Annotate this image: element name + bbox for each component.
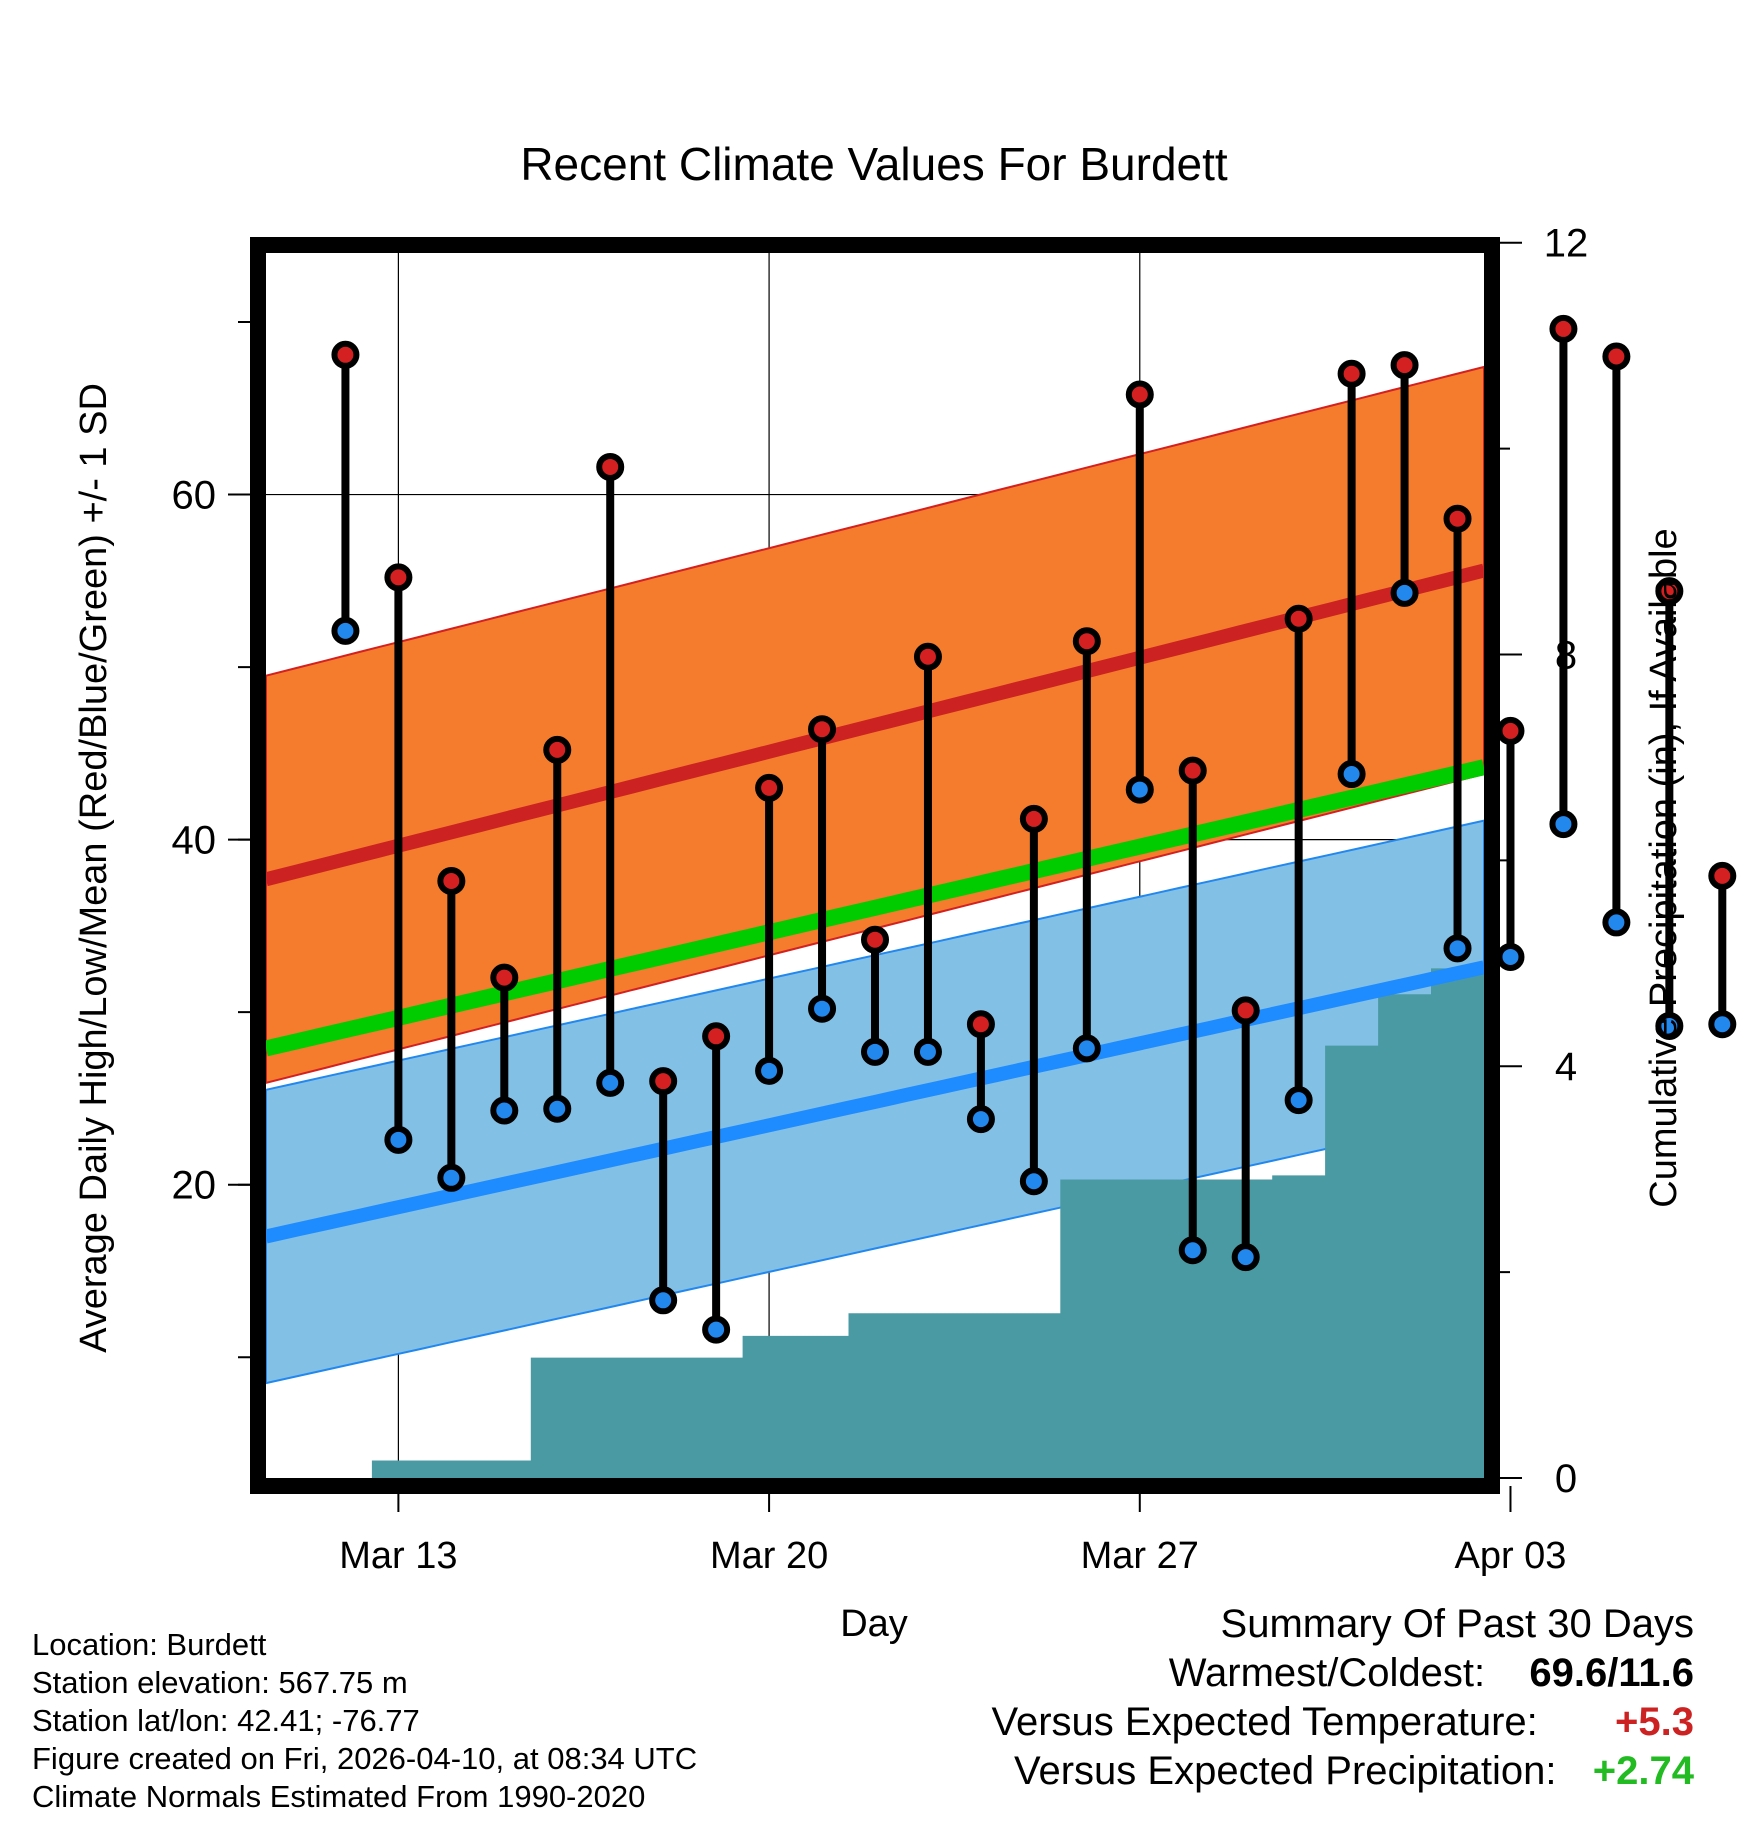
- daily-low-point: [490, 1096, 519, 1125]
- daily-high-point: [861, 925, 889, 954]
- y2-tick-label: 12: [1544, 222, 1589, 266]
- daily-high-point: [1072, 627, 1101, 656]
- location-text: Location: Burdett: [32, 1627, 267, 1662]
- daily-low-point: [808, 994, 837, 1023]
- plot-frame: [250, 237, 1500, 1494]
- daily-low-point: [966, 1105, 995, 1134]
- daily-high-point: [913, 642, 942, 671]
- warm-cold-row: Warmest/Coldest: 69.6/11.6: [992, 1649, 1694, 1698]
- daily-high-point: [596, 452, 625, 481]
- y2-tick-label: 0: [1555, 1457, 1577, 1501]
- temp-label: Versus Expected Temperature:: [991, 1700, 1538, 1744]
- daily-high-point: [1443, 504, 1472, 533]
- chart-title: Recent Climate Values For Burdett: [520, 138, 1228, 190]
- low-normal-line: [264, 960, 1486, 1244]
- daily-high-point: [1019, 804, 1048, 833]
- temp-value: +5.3: [1615, 1700, 1694, 1744]
- daily-low-point: [1178, 1236, 1207, 1265]
- daily-low-point: [755, 1056, 784, 1085]
- precip-area: [266, 865, 1486, 1478]
- daily-high-point: [1178, 756, 1207, 785]
- daily-low-point: [384, 1125, 413, 1154]
- precip-value: +2.74: [1592, 1749, 1694, 1793]
- y-tick-label: 20: [172, 1164, 217, 1208]
- y-tick-label: 40: [172, 819, 217, 863]
- latlon-text: Station lat/lon: 42.41; -76.77: [32, 1703, 420, 1738]
- daily-low-point: [331, 616, 360, 645]
- precip-label: Versus Expected Precipitation:: [1014, 1749, 1557, 1793]
- daily-low-point: [1019, 1167, 1048, 1196]
- daily-high-point: [384, 563, 413, 592]
- daily-high-point: [1708, 861, 1737, 890]
- daily-high-point: [755, 773, 784, 802]
- y-axis-label-left: Average Daily High/Low/Mean (Red/Blue/Gr…: [73, 383, 115, 1353]
- daily-low-point: [702, 1315, 731, 1344]
- x-tick-label: Mar 20: [710, 1535, 828, 1577]
- daily-low-point: [1231, 1243, 1260, 1272]
- station-metadata: Location: Burdett Station elevation: 567…: [32, 1626, 697, 1816]
- daily-low-point: [437, 1163, 466, 1192]
- daily-low-point: [861, 1037, 889, 1066]
- x-tick-label: Mar 27: [1081, 1535, 1199, 1577]
- daily-high-point: [437, 867, 466, 896]
- daily-low-point: [1072, 1034, 1101, 1063]
- elevation-text: Station elevation: 567.75 m: [32, 1665, 408, 1700]
- y2-tick-label: 4: [1555, 1045, 1577, 1089]
- daily-low-point: [1549, 810, 1578, 839]
- daily-high-point: [808, 715, 837, 744]
- daily-high-point: [490, 963, 519, 992]
- daily-low-point: [1602, 908, 1631, 937]
- y-axis-label-right: Cumulative Precipitation (in), If Availa…: [1643, 528, 1685, 1207]
- x-tick-label: Apr 03: [1454, 1535, 1566, 1577]
- normals-text: Climate Normals Estimated From 1990-2020: [32, 1779, 646, 1814]
- daily-low-point: [1390, 578, 1419, 607]
- daily-low-point: [1337, 760, 1366, 789]
- daily-low-point: [1443, 934, 1472, 963]
- daily-high-point: [702, 1022, 731, 1051]
- daily-high-point: [543, 735, 572, 764]
- y2-tick-label: 8: [1555, 633, 1577, 677]
- daily-low-point: [1708, 1010, 1737, 1039]
- summary-panel: Summary Of Past 30 Days Warmest/Coldest:…: [992, 1600, 1694, 1796]
- daily-low-point: [543, 1094, 572, 1123]
- summary-title: Summary Of Past 30 Days: [1220, 1602, 1694, 1646]
- daily-high-point: [649, 1067, 678, 1096]
- daily-low-point: [1655, 1011, 1684, 1040]
- daily-low-point: [596, 1068, 625, 1097]
- daily-high-point: [1125, 380, 1154, 409]
- x-axis-label: Day: [840, 1603, 908, 1645]
- daily-high-point: [1655, 577, 1684, 606]
- daily-high-point: [1284, 604, 1313, 633]
- high-normal-line: [264, 563, 1486, 887]
- daily-high-point: [966, 1010, 995, 1039]
- x-tick-label: Mar 13: [339, 1535, 457, 1577]
- warm-cold-label: Warmest/Coldest:: [1168, 1651, 1486, 1695]
- daily-low-point: [1125, 775, 1154, 804]
- daily-high-point: [1496, 716, 1525, 745]
- daily-high-point: [1602, 342, 1631, 371]
- y-tick-label: 60: [172, 474, 217, 518]
- created-text: Figure created on Fri, 2026-04-10, at 08…: [32, 1741, 698, 1776]
- daily-high-point: [1231, 996, 1260, 1025]
- daily-high-point: [1337, 359, 1366, 388]
- daily-low-point: [1496, 942, 1525, 971]
- daily-low-point: [649, 1286, 678, 1315]
- daily-low-point: [1284, 1086, 1313, 1115]
- daily-high-point: [1390, 351, 1419, 380]
- temp-row: Versus Expected Temperature: +5.3: [992, 1698, 1694, 1747]
- daily-high-point: [1549, 314, 1578, 343]
- mean-normal-line: [264, 759, 1486, 1057]
- daily-low-point: [913, 1037, 942, 1066]
- precip-row: Versus Expected Precipitation: +2.74: [992, 1747, 1694, 1796]
- daily-high-point: [331, 340, 360, 369]
- warm-cold-value: 69.6/11.6: [1529, 1651, 1694, 1695]
